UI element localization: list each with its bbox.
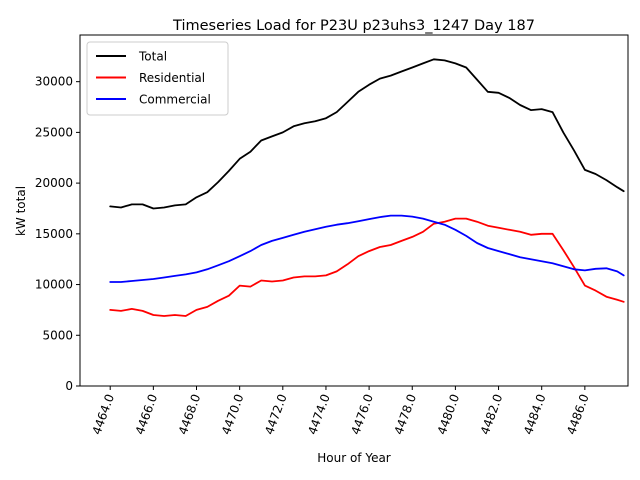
series-line-commercial bbox=[109, 214, 625, 283]
chart-title: Timeseries Load for P23U p23uhs3_1247 Da… bbox=[172, 18, 535, 34]
plot-frame bbox=[79, 34, 629, 387]
legend: Total Residential Commercial bbox=[86, 41, 229, 116]
series-line-total bbox=[109, 58, 625, 210]
y-tick-label: 30000 bbox=[35, 75, 73, 89]
legend-label-total: Total bbox=[138, 50, 167, 64]
legend-box bbox=[86, 41, 229, 116]
series-line-residential bbox=[109, 217, 625, 317]
x-axis-label: Hour of Year bbox=[317, 451, 391, 465]
y-tick-label: 15000 bbox=[35, 227, 73, 241]
y-tick-label: 0 bbox=[65, 379, 73, 393]
y-axis: 0 5000 10000 15000 20000 25000 30000 bbox=[35, 75, 80, 393]
series-layer bbox=[109, 58, 625, 317]
y-tick-label: 20000 bbox=[35, 176, 73, 190]
y-tick-label: 5000 bbox=[42, 328, 73, 342]
y-tick-label: 25000 bbox=[35, 125, 73, 139]
legend-label-commercial: Commercial bbox=[139, 93, 211, 107]
y-tick-label: 10000 bbox=[35, 278, 73, 292]
legend-label-residential: Residential bbox=[139, 71, 205, 85]
y-axis-label: kW total bbox=[14, 186, 28, 236]
